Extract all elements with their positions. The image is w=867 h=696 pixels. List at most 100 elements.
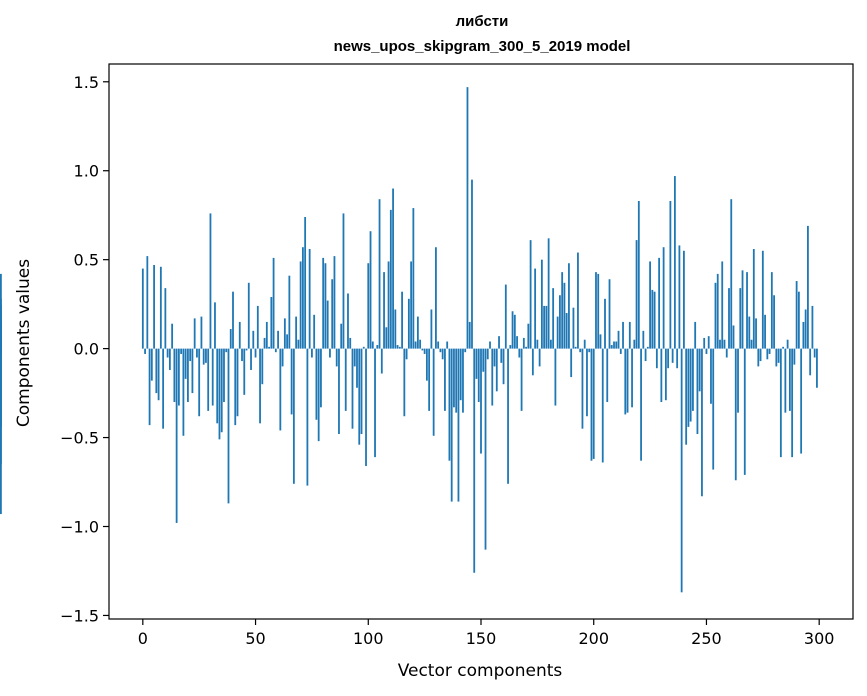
bar-103 — [374, 348, 376, 458]
bar-167 — [518, 348, 521, 358]
bar-146 — [471, 179, 473, 349]
bar-13 — [171, 323, 174, 349]
bar-149 — [477, 348, 480, 402]
bar-141 — [459, 348, 462, 401]
bar-190 — [570, 348, 573, 378]
bar-122 — [416, 316, 419, 349]
bar-229 — [658, 257, 661, 349]
bar-268 — [746, 272, 748, 349]
bar-47 — [247, 282, 250, 349]
bar-270 — [750, 339, 753, 349]
bar-126 — [425, 348, 428, 381]
bar-204 — [601, 348, 604, 463]
bar-91 — [347, 293, 349, 349]
bar-189 — [568, 263, 570, 349]
bar-48 — [250, 348, 252, 370]
bar-180 — [547, 238, 550, 349]
bar-212 — [619, 348, 622, 354]
bar-271 — [752, 249, 755, 349]
bar-219 — [635, 240, 638, 349]
bar-224 — [646, 346, 649, 349]
bar-252 — [710, 348, 712, 404]
bar-290 — [795, 281, 798, 349]
bar-98 — [362, 346, 365, 349]
bar-123 — [419, 339, 422, 349]
bar-186 — [561, 272, 564, 349]
bar-266 — [741, 270, 744, 349]
bar-207 — [608, 279, 611, 349]
x-tick-label: 0 — [138, 629, 148, 648]
bar-5 — [153, 265, 155, 349]
bar-33 — [216, 348, 219, 424]
bar-108 — [385, 327, 388, 349]
bar-101 — [369, 231, 372, 349]
bar-0 — [141, 268, 144, 349]
bar-114 — [398, 346, 401, 349]
bar-130 — [435, 247, 437, 349]
bar-43 — [238, 321, 241, 349]
bar-278 — [768, 348, 771, 354]
bar-280 — [773, 295, 775, 349]
bar-160 — [502, 348, 505, 385]
bar-51 — [256, 305, 259, 349]
bar-154 — [489, 341, 491, 349]
bar-24 — [196, 348, 198, 358]
bar-104 — [376, 345, 379, 349]
bar-121 — [414, 341, 417, 349]
bar-102 — [371, 341, 374, 349]
bar-67 — [292, 348, 295, 484]
bar-138 — [453, 348, 455, 408]
bar-272 — [755, 318, 757, 349]
bar-246 — [696, 348, 699, 434]
y-tick-label: −0.5 — [60, 429, 99, 448]
bar-231 — [662, 247, 665, 349]
bar-221 — [640, 348, 642, 461]
bar-239 — [680, 348, 683, 593]
chart-title: либсти — [456, 13, 509, 30]
bar-131 — [437, 341, 440, 349]
bar-298 — [813, 348, 816, 358]
bar-106 — [380, 348, 383, 374]
bar-265 — [739, 288, 742, 349]
bar-9 — [162, 348, 165, 429]
y-tick-label: −1.0 — [60, 518, 99, 537]
bar-248 — [701, 348, 703, 497]
bar-16 — [177, 348, 180, 406]
bar-3 — [148, 348, 151, 426]
bar-273 — [757, 348, 760, 367]
bar-20 — [187, 348, 189, 402]
x-tick-label: 50 — [245, 629, 265, 648]
bar-247 — [698, 348, 701, 392]
bar-250 — [705, 348, 708, 354]
bar-164 — [511, 311, 514, 349]
bar-172 — [529, 240, 532, 349]
bar-214 — [624, 348, 627, 415]
bar-25 — [198, 348, 201, 417]
bar-277 — [766, 348, 769, 360]
bar-178 — [543, 305, 546, 349]
bar-109 — [387, 261, 390, 349]
bar-118 — [407, 298, 410, 349]
bar-93 — [351, 348, 354, 429]
bar-187 — [563, 282, 566, 349]
bar-202 — [597, 273, 600, 349]
bar-163 — [509, 345, 512, 349]
bar-220 — [637, 200, 640, 349]
bar-299 — [816, 348, 818, 388]
bar-10 — [164, 288, 167, 349]
bar-137 — [450, 348, 453, 502]
bar-55 — [265, 321, 268, 349]
x-tick-label: 250 — [691, 629, 722, 648]
bar-63 — [283, 318, 286, 349]
bar-226 — [651, 289, 654, 349]
bar-173 — [531, 348, 534, 376]
y-axis: −1.5 −1.0 −0.5 0.0 0.5 1.0 1.5 — [60, 73, 109, 625]
bar-238 — [678, 245, 681, 349]
bar-183 — [554, 348, 557, 406]
bar-281 — [775, 348, 778, 367]
bar-97 — [360, 348, 363, 434]
bar-148 — [475, 348, 478, 379]
bar-194 — [579, 348, 582, 353]
bar-21 — [189, 348, 192, 362]
bar-90 — [344, 348, 347, 411]
